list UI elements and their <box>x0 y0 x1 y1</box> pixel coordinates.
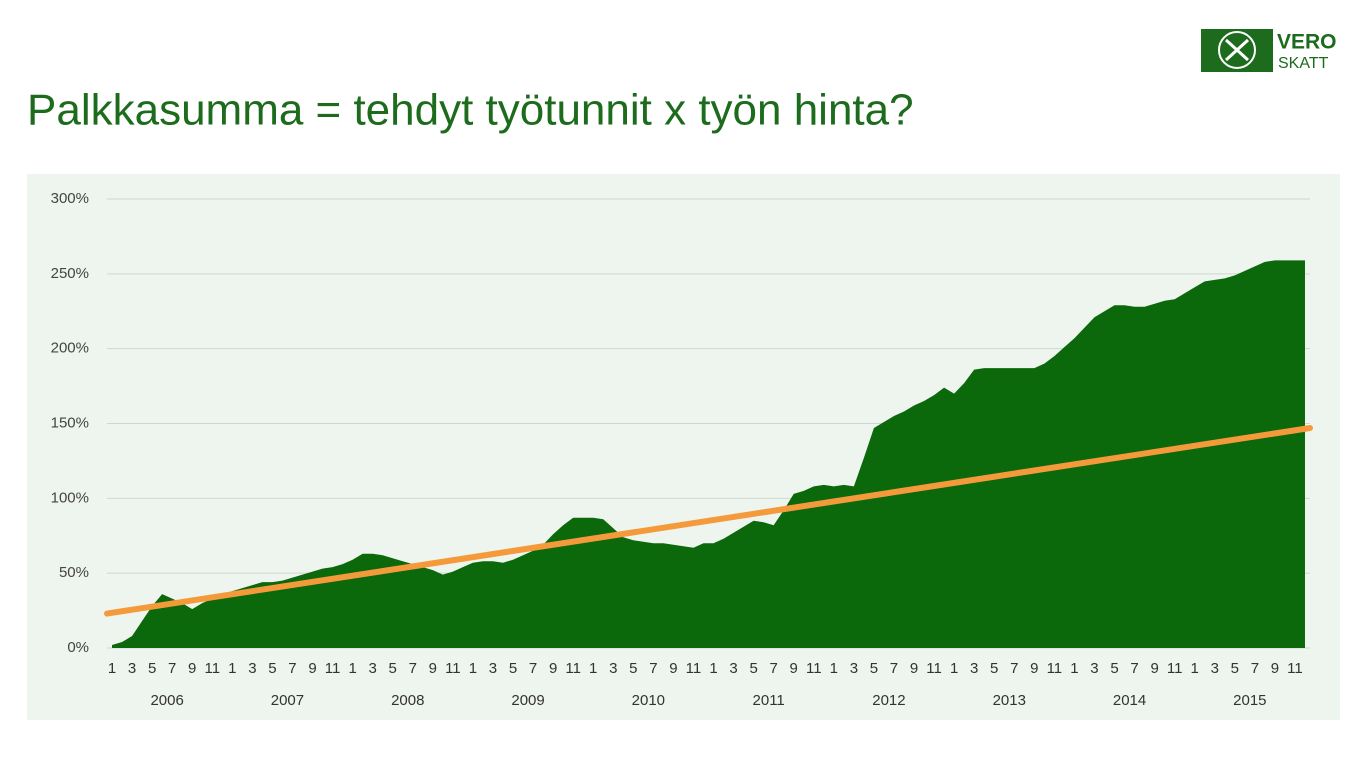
x-tick-label: 9 <box>1150 660 1158 677</box>
y-tick-label: 150% <box>51 414 89 431</box>
x-tick-label: 3 <box>850 660 858 677</box>
x-tick-label: 11 <box>1287 660 1303 677</box>
area <box>112 260 1305 648</box>
logo: VERO SKATT <box>1201 29 1337 72</box>
x-tick-label: 3 <box>368 660 376 677</box>
x-tick-label: 11 <box>806 660 822 677</box>
x-tick-label: 7 <box>1251 660 1259 677</box>
x-tick-label: 9 <box>790 660 798 677</box>
year-label: 2013 <box>993 692 1026 709</box>
x-tick-label: 3 <box>489 660 497 677</box>
y-tick-label: 50% <box>59 564 89 581</box>
x-tick-label: 1 <box>950 660 958 677</box>
x-tick-label: 5 <box>148 660 156 677</box>
x-tick-label: 3 <box>609 660 617 677</box>
x-tick-label: 5 <box>1110 660 1118 677</box>
x-tick-label: 9 <box>1271 660 1279 677</box>
x-tick-label: 9 <box>188 660 196 677</box>
x-tick-label: 9 <box>549 660 557 677</box>
x-tick-label: 5 <box>509 660 517 677</box>
year-label: 2012 <box>872 692 905 709</box>
x-tick-label: 5 <box>629 660 637 677</box>
x-tick-label: 3 <box>729 660 737 677</box>
logo-text: SKATT <box>1278 55 1329 72</box>
y-tick-label: 0% <box>67 639 89 656</box>
year-label: 2007 <box>271 692 304 709</box>
year-label: 2010 <box>632 692 665 709</box>
x-tick-label: 5 <box>389 660 397 677</box>
year-label: 2014 <box>1113 692 1146 709</box>
y-tick-label: 100% <box>51 489 89 506</box>
x-tick-label: 7 <box>1010 660 1018 677</box>
x-tick-label: 3 <box>1090 660 1098 677</box>
logo-emblem <box>1218 31 1256 69</box>
x-tick-label: 11 <box>686 660 702 677</box>
x-tick-label: 1 <box>348 660 356 677</box>
x-tick-label: 1 <box>1191 660 1199 677</box>
year-label: 2011 <box>753 692 785 709</box>
x-tick-label: 11 <box>1167 660 1183 677</box>
x-tick-label: 11 <box>204 660 220 677</box>
x-tick-label: 5 <box>749 660 757 677</box>
y-tick-label: 200% <box>51 340 89 357</box>
x-tick-label: 1 <box>228 660 236 677</box>
x-tick-label: 1 <box>709 660 717 677</box>
x-tick-label: 3 <box>128 660 136 677</box>
year-label: 2015 <box>1233 692 1266 709</box>
x-tick-label: 1 <box>830 660 838 677</box>
x-tick-label: 7 <box>649 660 657 677</box>
y-tick-label: 300% <box>51 190 89 207</box>
x-tick-label: 9 <box>1030 660 1038 677</box>
trend-line <box>104 424 1313 617</box>
x-tick-label: 11 <box>1047 660 1063 677</box>
x-tick-label: 5 <box>1231 660 1239 677</box>
y-tick-label: 250% <box>51 265 89 282</box>
year-label: 2006 <box>150 692 183 709</box>
year-label: 2009 <box>511 692 544 709</box>
x-tick-label: 11 <box>565 660 581 677</box>
x-tick-label: 3 <box>1211 660 1219 677</box>
x-tick-label: 1 <box>108 660 116 677</box>
x-tick-label: 5 <box>870 660 878 677</box>
x-tick-label: 3 <box>248 660 256 677</box>
x-tick-label: 7 <box>409 660 417 677</box>
x-tick-label: 3 <box>970 660 978 677</box>
x-tick-label: 11 <box>325 660 341 677</box>
logo-emblem-cross <box>1224 38 1250 62</box>
x-tick-label: 9 <box>429 660 437 677</box>
x-tick-label: 7 <box>168 660 176 677</box>
x-tick-label: 7 <box>1130 660 1138 677</box>
x-tick-label: 7 <box>769 660 777 677</box>
x-tick-label: 9 <box>308 660 316 677</box>
x-tick-label: 1 <box>589 660 597 677</box>
x-tick-label: 9 <box>910 660 918 677</box>
year-label: 2008 <box>391 692 424 709</box>
x-tick-label: 5 <box>990 660 998 677</box>
x-tick-label: 11 <box>445 660 461 677</box>
x-tick-label: 5 <box>268 660 276 677</box>
x-tick-label: 7 <box>288 660 296 677</box>
x-tick-label: 9 <box>669 660 677 677</box>
x-tick-label: 1 <box>469 660 477 677</box>
x-tick-label: 7 <box>529 660 537 677</box>
logo-text: VERO <box>1277 31 1337 54</box>
chart-title: Palkkasumma = tehdyt työtunnit x työn hi… <box>27 86 914 135</box>
x-tick-label: 1 <box>1070 660 1078 677</box>
x-tick-label: 7 <box>890 660 898 677</box>
x-tick-label: 11 <box>926 660 942 677</box>
